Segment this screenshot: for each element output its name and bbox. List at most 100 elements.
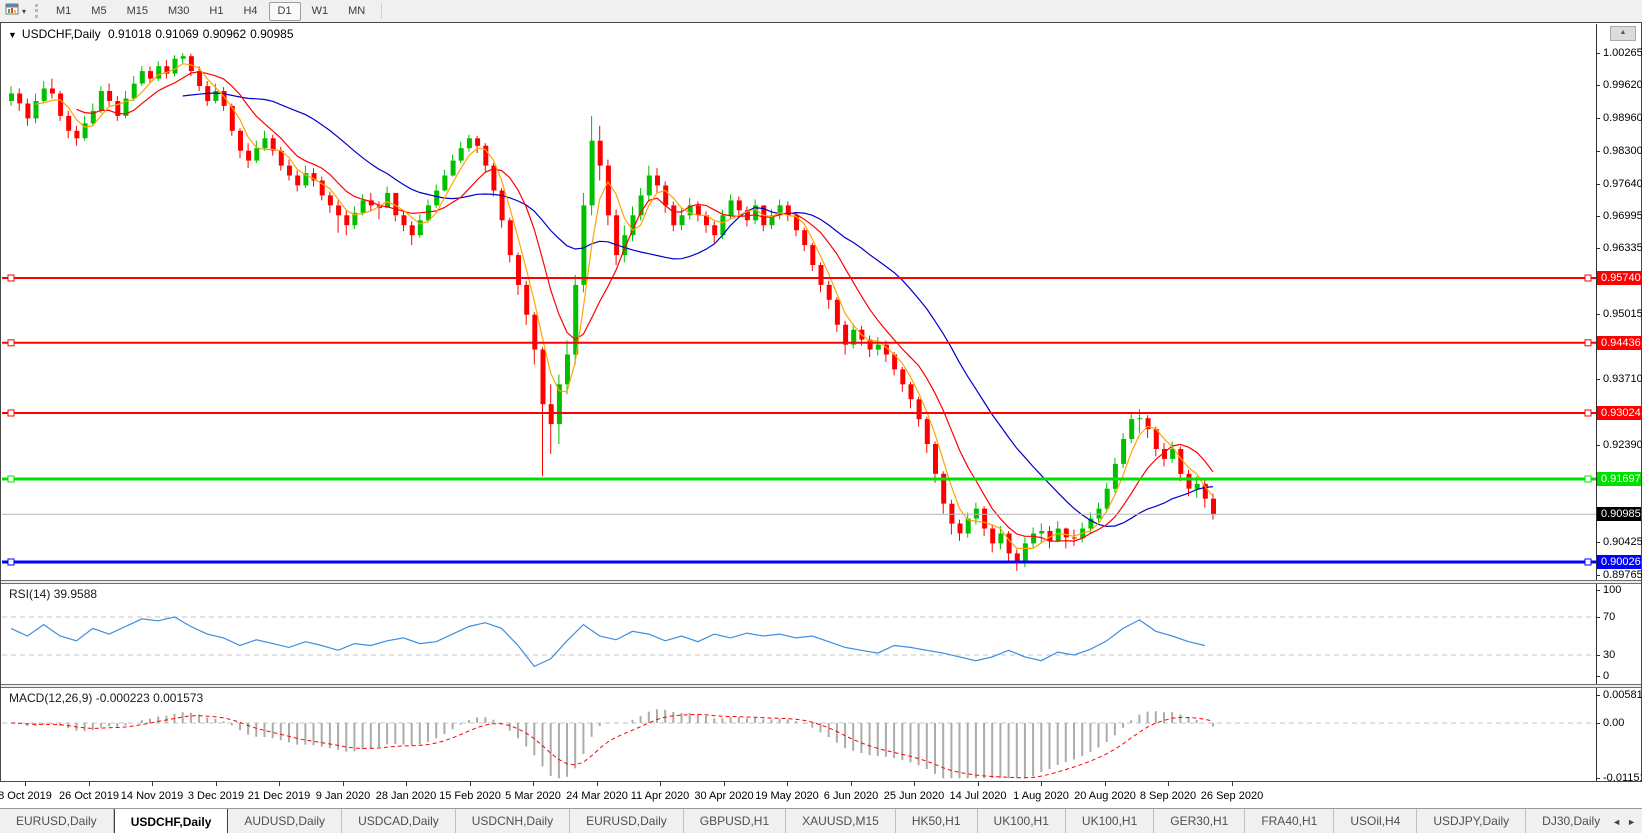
date-axis[interactable]: 8 Oct 2019 26 Oct 2019 14 Nov 2019 3 Dec 20…: [0, 781, 1642, 809]
tab-scroll-right-icon[interactable]: ►: [1627, 816, 1636, 827]
pane-splitter-main-rsi[interactable]: [1, 580, 1641, 584]
timeframe-button-w1[interactable]: W1: [311, 4, 329, 17]
chart-tools-button[interactable]: ▾: [0, 1, 30, 21]
ma-medium-line: [76, 71, 1214, 542]
date-tick: [597, 782, 598, 786]
date-tick: [279, 782, 280, 786]
rsi-indicator-pane[interactable]: [1, 584, 1596, 684]
price-tick-label: 1.00265: [1603, 47, 1642, 59]
hline-price-label[interactable]: 0.94436: [1597, 335, 1641, 350]
date-tick: [533, 782, 534, 786]
date-label: 8 Sep 2020: [1139, 790, 1197, 802]
macd-label: MACD(12,26,9) -0.000223 0.001573: [9, 691, 204, 705]
rsi-tick-label-tick: [1597, 590, 1600, 591]
ohlc-low: 0.90962: [202, 27, 247, 41]
price-tick-label-tick: [1597, 85, 1600, 87]
tab-ger30-h1[interactable]: GER30,H1: [1154, 809, 1246, 833]
date-label: 19 May 2020: [755, 790, 819, 802]
tab-xauusd-m15[interactable]: XAUUSD,M15: [786, 809, 896, 833]
tab-eurusd-daily[interactable]: EURUSD,Daily: [570, 809, 684, 833]
tab-hk50-h1[interactable]: HK50,H1: [895, 809, 978, 833]
date-label: 1 Aug 2020: [1013, 790, 1069, 802]
timeframe-button-m30[interactable]: M30: [167, 4, 190, 17]
date-label: 21 Dec 2019: [247, 790, 311, 802]
tab-eurusd-daily[interactable]: EURUSD,Daily: [0, 809, 114, 833]
date-label: 26 Oct 2019: [59, 790, 119, 802]
timeframe-button-d1[interactable]: D1: [268, 1, 301, 21]
timeframe-button-m15[interactable]: M15: [126, 4, 148, 17]
date-tick: [978, 782, 979, 786]
line-anchor-marker[interactable]: [1584, 339, 1592, 347]
price-tick-label: 0.93710: [1603, 372, 1642, 385]
collapse-caret-icon[interactable]: ▼: [8, 30, 17, 40]
price-axis-border: [1596, 24, 1597, 781]
timeframe-button-m1[interactable]: M1: [56, 4, 72, 17]
toolbar-grip-handle[interactable]: [35, 4, 41, 18]
line-anchor-marker[interactable]: [1584, 274, 1592, 282]
tab-usdcad-daily[interactable]: USDCAD,Daily: [342, 809, 456, 833]
line-anchor-marker[interactable]: [7, 274, 15, 282]
tab-uk100-h1[interactable]: UK100,H1: [1065, 809, 1155, 833]
date-tick: [152, 782, 153, 786]
timeframe-button-h1[interactable]: H1: [209, 4, 224, 17]
price-tick-label: 0.98960: [1603, 111, 1642, 124]
date-tick: [660, 782, 661, 786]
price-tick-label-tick: [1597, 248, 1600, 250]
rsi-tick-label-tick: [1597, 676, 1600, 677]
line-anchor-marker[interactable]: [1584, 409, 1592, 417]
macd-indicator-pane[interactable]: [1, 688, 1596, 781]
line-anchor-marker[interactable]: [7, 339, 15, 347]
hline-price-label[interactable]: 0.91697: [1597, 471, 1641, 486]
tab-scroll-left-icon[interactable]: ◄: [1612, 816, 1622, 827]
price-tick-label-tick: [1597, 183, 1600, 185]
line-anchor-marker[interactable]: [7, 475, 15, 483]
price-tick-label-tick: [1597, 444, 1600, 446]
ma-fast-line: [35, 63, 1214, 549]
date-tick: [89, 782, 90, 786]
main-price-chart[interactable]: [1, 24, 1596, 580]
tab-usdcnh-daily[interactable]: USDCNH,Daily: [455, 809, 571, 833]
date-tick: [25, 782, 26, 786]
timeframe-button-mn[interactable]: MN: [348, 4, 366, 17]
line-anchor-marker[interactable]: [7, 558, 15, 566]
date-label: 15 Feb 2020: [439, 790, 501, 802]
hline-price-label[interactable]: 0.90026: [1597, 555, 1641, 570]
tab-usoil-h4[interactable]: USOil,H4: [1334, 809, 1418, 833]
tab-fra40-h1[interactable]: FRA40,H1: [1245, 809, 1335, 833]
timeframe-button-m5[interactable]: M5: [91, 4, 107, 17]
rsi-tick-label: 100: [1603, 584, 1622, 596]
macd-histogram-layer: [18, 709, 1214, 779]
rsi-tick-label: 70: [1603, 611, 1616, 623]
hline-price-label[interactable]: 0.93024: [1597, 405, 1641, 420]
price-tick-label: 0.92390: [1603, 438, 1642, 451]
current-price-label[interactable]: 0.90985: [1597, 507, 1641, 522]
pane-splitter-rsi-macd[interactable]: [1, 684, 1641, 688]
hline-price-label[interactable]: 0.95740: [1597, 270, 1641, 285]
tab-usdchf-daily[interactable]: USDCHF,Daily: [113, 809, 229, 833]
ma-slow-line: [182, 92, 1214, 528]
line-anchor-marker[interactable]: [7, 409, 15, 417]
ohlc-close: 0.90985: [250, 27, 294, 41]
date-label: 28 Jan 2020: [375, 790, 437, 802]
date-tick: [470, 782, 471, 786]
tab-gbpusd-h1[interactable]: GBPUSD,H1: [683, 809, 787, 833]
scroll-up-button[interactable]: ▲: [1610, 26, 1636, 41]
line-anchor-marker[interactable]: [1584, 475, 1592, 483]
tab-uk100-h1[interactable]: UK100,H1: [977, 809, 1066, 833]
timeframe-button-h4[interactable]: H4: [243, 4, 258, 17]
rsi-line: [10, 616, 1205, 668]
line-anchor-marker[interactable]: [1584, 558, 1592, 566]
candlesticks-layer: [9, 53, 1216, 571]
ohlc-high: 0.91069: [155, 27, 199, 41]
date-tick: [724, 782, 725, 786]
rsi-tick-label-tick: [1597, 655, 1600, 656]
date-tick: [216, 782, 217, 786]
tab-dj30-daily[interactable]: DJ30,Daily: [1526, 809, 1607, 833]
price-tick-label-tick: [1597, 150, 1600, 152]
price-axis[interactable]: 1.00265 0.99620 0.98960 0.98300 0.97640 0.969…: [1597, 24, 1642, 784]
price-tick-label-tick: [1597, 378, 1600, 380]
price-tick-label: 0.95015: [1603, 308, 1642, 320]
macd-tick-label-tick: [1597, 723, 1600, 724]
tab-audusd-daily[interactable]: AUDUSD,Daily: [228, 809, 343, 833]
tab-usdjpy-daily[interactable]: USDJPY,Daily: [1417, 809, 1527, 833]
